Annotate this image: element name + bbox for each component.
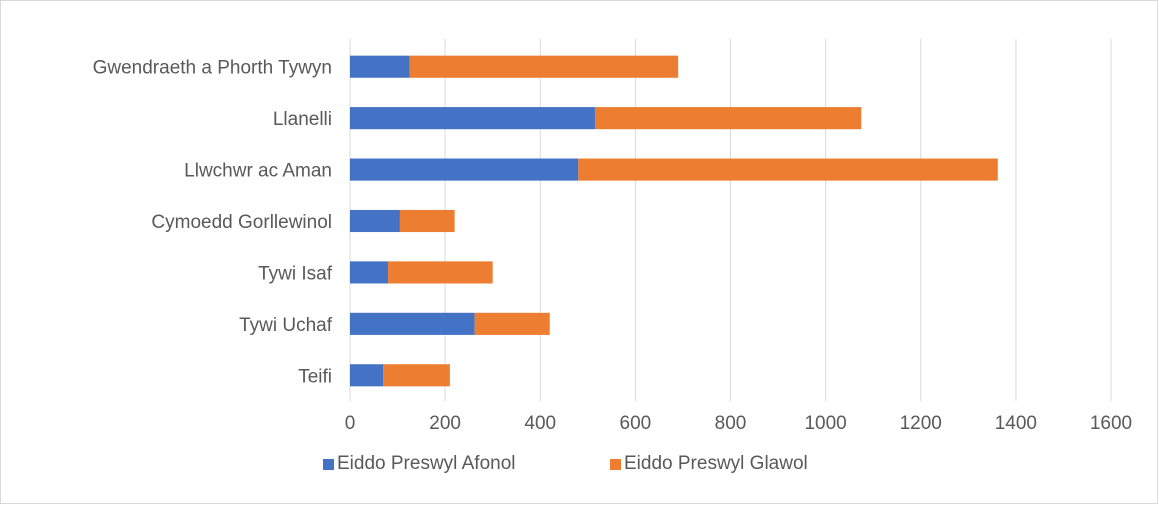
legend-swatch — [610, 459, 621, 470]
legend-swatch — [323, 459, 334, 470]
x-tick-label: 1000 — [804, 413, 846, 434]
x-tick-label: 1600 — [1090, 413, 1132, 434]
category-label: Teifi — [298, 366, 332, 387]
bars — [350, 55, 998, 387]
bar-eiddo-preswyl-afonol-cymoedd-gorllewinol — [350, 209, 400, 233]
category-label: Gwendraeth a Phorth Tywyn — [93, 58, 332, 79]
bar-eiddo-preswyl-glawol-gwendraeth-a-phorth-tywyn — [409, 55, 679, 78]
x-tick-label: 1200 — [900, 413, 942, 434]
bar-eiddo-preswyl-glawol-tywi-isaf — [388, 261, 493, 284]
gridlines — [349, 39, 1112, 401]
bar-eiddo-preswyl-afonol-llwchwr-ac-aman — [350, 158, 579, 181]
x-tick-label: 200 — [429, 413, 461, 434]
category-label: Tywi Uchaf — [239, 315, 333, 336]
x-tick-label: 400 — [524, 413, 556, 434]
x-axis-tick-labels: 0 200 400 600 800 1000 1200 1400 1600 — [345, 413, 1132, 434]
bar-eiddo-preswyl-afonol-tywi-uchaf — [350, 312, 475, 335]
legend: Eiddo Preswyl Afonol Eiddo Preswyl Glawol — [323, 453, 808, 474]
category-label: Cymoedd Gorllewinol — [151, 212, 332, 233]
category-label: Tywi Isaf — [258, 263, 333, 284]
category-label: Llanelli — [273, 109, 332, 130]
x-tick-label: 800 — [715, 413, 747, 434]
bar-eiddo-preswyl-afonol-gwendraeth-a-phorth-tywyn — [350, 55, 410, 78]
x-tick-label: 0 — [345, 413, 356, 434]
legend-label: Eiddo Preswyl Glawol — [624, 453, 808, 474]
bar-eiddo-preswyl-glawol-tywi-uchaf — [474, 312, 550, 335]
category-labels: Gwendraeth a Phorth Tywyn Llanelli Llwchwr… — [93, 58, 333, 388]
bar-eiddo-preswyl-glawol-cymoedd-gorllewinol — [399, 209, 455, 233]
bar-eiddo-preswyl-afonol-teifi — [350, 364, 384, 387]
legend-label: Eiddo Preswyl Afonol — [337, 453, 516, 474]
bar-eiddo-preswyl-glawol-llanelli — [594, 107, 862, 130]
x-tick-label: 600 — [620, 413, 652, 434]
bar-eiddo-preswyl-afonol-tywi-isaf — [350, 261, 389, 284]
x-tick-label: 1400 — [995, 413, 1037, 434]
bar-eiddo-preswyl-glawol-teifi — [383, 364, 450, 387]
bar-eiddo-preswyl-afonol-llanelli — [350, 107, 595, 130]
category-label: Llwchwr ac Aman — [184, 161, 332, 182]
bar-eiddo-preswyl-glawol-llwchwr-ac-aman — [578, 158, 998, 181]
